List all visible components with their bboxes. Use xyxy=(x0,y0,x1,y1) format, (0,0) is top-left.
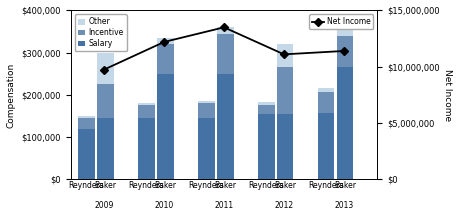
Bar xyxy=(336,67,353,179)
Bar xyxy=(157,74,174,179)
Legend: Other, Incentive, Salary: Other, Incentive, Salary xyxy=(75,14,127,51)
Bar xyxy=(336,30,353,36)
Bar xyxy=(318,88,335,92)
Bar xyxy=(97,118,114,179)
Bar xyxy=(157,44,174,74)
Y-axis label: Compensation: Compensation xyxy=(7,62,16,128)
Text: 2010: 2010 xyxy=(154,201,174,210)
Text: 2012: 2012 xyxy=(274,201,294,210)
Bar xyxy=(198,103,214,118)
Bar xyxy=(138,118,155,179)
Bar xyxy=(198,118,214,179)
Bar xyxy=(78,116,95,118)
Bar xyxy=(318,92,335,113)
Y-axis label: Net Income: Net Income xyxy=(443,69,452,121)
Legend: Net Income: Net Income xyxy=(309,14,373,29)
Bar xyxy=(217,74,234,179)
Bar xyxy=(258,102,274,105)
Bar xyxy=(138,103,155,105)
Bar xyxy=(217,34,234,74)
Bar xyxy=(157,38,174,44)
Text: 2013: 2013 xyxy=(334,201,353,210)
Bar xyxy=(97,53,114,84)
Text: 2009: 2009 xyxy=(95,201,114,210)
Bar xyxy=(78,118,95,129)
Bar xyxy=(78,129,95,179)
Bar xyxy=(277,44,293,67)
Bar xyxy=(258,105,274,114)
Bar xyxy=(318,113,335,179)
Bar xyxy=(97,84,114,118)
Bar xyxy=(277,67,293,114)
Bar xyxy=(198,101,214,103)
Bar xyxy=(217,27,234,34)
Bar xyxy=(258,114,274,179)
Text: 2011: 2011 xyxy=(214,201,234,210)
Bar xyxy=(138,105,155,118)
Bar xyxy=(277,114,293,179)
Bar xyxy=(336,36,353,67)
